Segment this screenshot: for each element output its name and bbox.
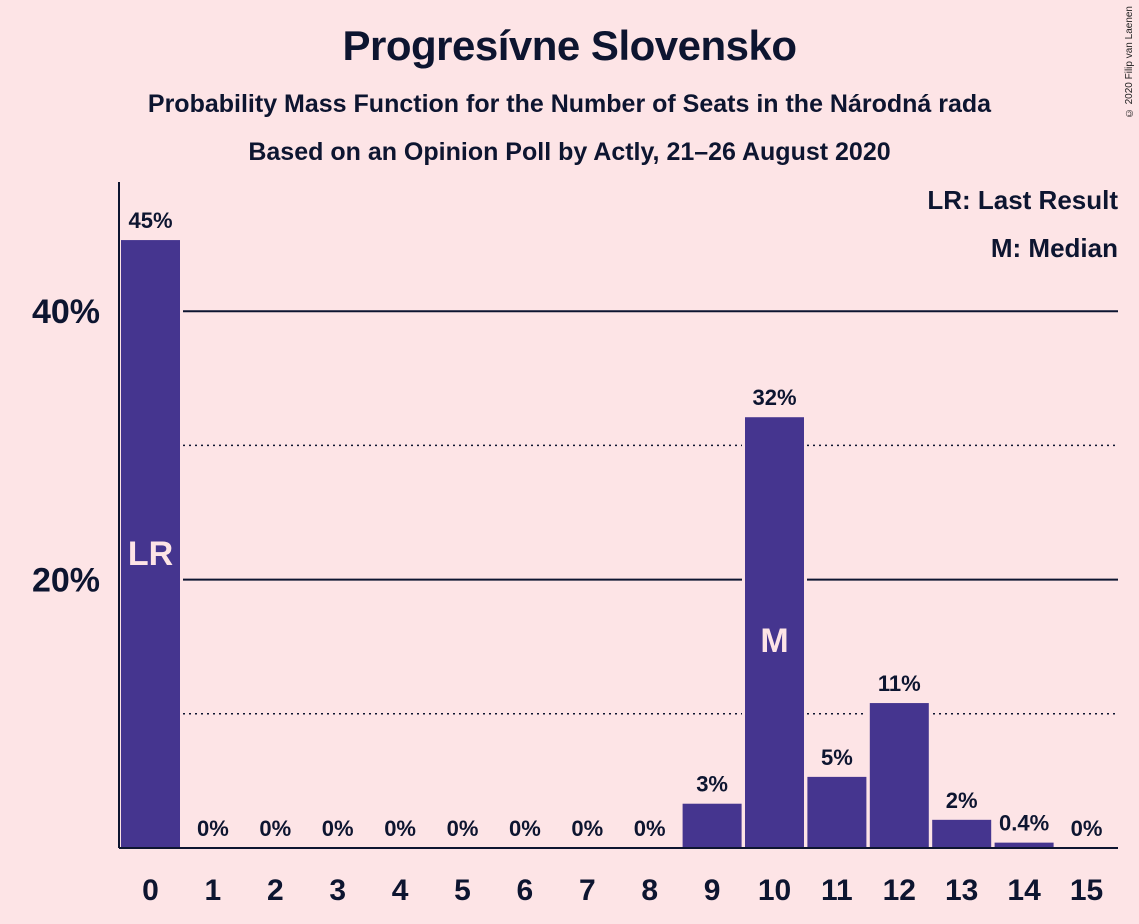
bar-12 — [869, 703, 929, 848]
data-label-1: 0% — [197, 816, 229, 841]
x-tick-11: 11 — [821, 874, 853, 907]
gridlines — [183, 310, 1118, 715]
data-label-8: 0% — [634, 816, 666, 841]
bar-10 — [745, 417, 804, 848]
y-tick-40: 40% — [32, 293, 100, 331]
x-tick-15: 15 — [1070, 874, 1103, 907]
bar-14 — [994, 842, 1054, 848]
data-label-2: 0% — [259, 816, 291, 841]
x-tick-14: 14 — [1007, 874, 1041, 907]
bar-9 — [682, 803, 742, 848]
x-tick-8: 8 — [641, 874, 658, 907]
data-label-9: 3% — [696, 772, 728, 797]
data-label-15: 0% — [1071, 816, 1103, 841]
x-tick-3: 3 — [329, 874, 346, 907]
x-tick-1: 1 — [205, 874, 222, 907]
x-tick-5: 5 — [454, 874, 471, 907]
data-label-6: 0% — [509, 816, 541, 841]
data-label-12: 11% — [878, 671, 921, 696]
bars — [118, 237, 1057, 849]
x-tick-12: 12 — [883, 874, 916, 907]
data-label-10: 32% — [752, 385, 796, 410]
legend-last-result: LR: Last Result — [927, 185, 1118, 215]
data-label-13: 2% — [946, 788, 978, 813]
marker-lr: LR — [128, 535, 173, 573]
data-label-7: 0% — [571, 816, 603, 841]
data-label-3: 0% — [322, 816, 354, 841]
data-label-0: 45% — [128, 208, 172, 233]
x-tick-4: 4 — [392, 874, 409, 907]
y-tick-20: 20% — [32, 562, 100, 600]
x-tick-10: 10 — [758, 874, 791, 907]
bar-0 — [121, 240, 180, 849]
x-tick-2: 2 — [267, 874, 284, 907]
legend-median: M: Median — [991, 233, 1118, 263]
data-label-11: 5% — [821, 745, 853, 770]
x-tick-6: 6 — [517, 874, 534, 907]
chart-source: Based on an Opinion Poll by Actly, 21–26… — [248, 138, 891, 166]
x-tick-13: 13 — [945, 874, 978, 907]
tick-labels: 20%40%0 1 2 3 4 5 6 7 8 9 10 11 12 13 14 15 — [32, 293, 1103, 907]
x-tick-7: 7 — [579, 874, 596, 907]
x-tick-0: 0 — [142, 874, 159, 907]
marker-m: M — [760, 622, 788, 660]
data-label-4: 0% — [384, 816, 416, 841]
bar-labels: 45% 0% 0% 0% 0% 0% 0% 0% 0% 3% 32% 5% 11% 2% 0.4% 0% LR M — [128, 208, 1103, 841]
data-label-5: 0% — [447, 816, 479, 841]
bar-13 — [932, 819, 992, 848]
chart-title: Progresívne Slovensko — [342, 22, 797, 69]
bar-11 — [807, 776, 867, 848]
axes — [118, 182, 1118, 849]
chart-subtitle: Probability Mass Function for the Number… — [147, 90, 992, 118]
data-label-14: 0.4% — [999, 811, 1049, 836]
x-tick-9: 9 — [704, 874, 721, 907]
